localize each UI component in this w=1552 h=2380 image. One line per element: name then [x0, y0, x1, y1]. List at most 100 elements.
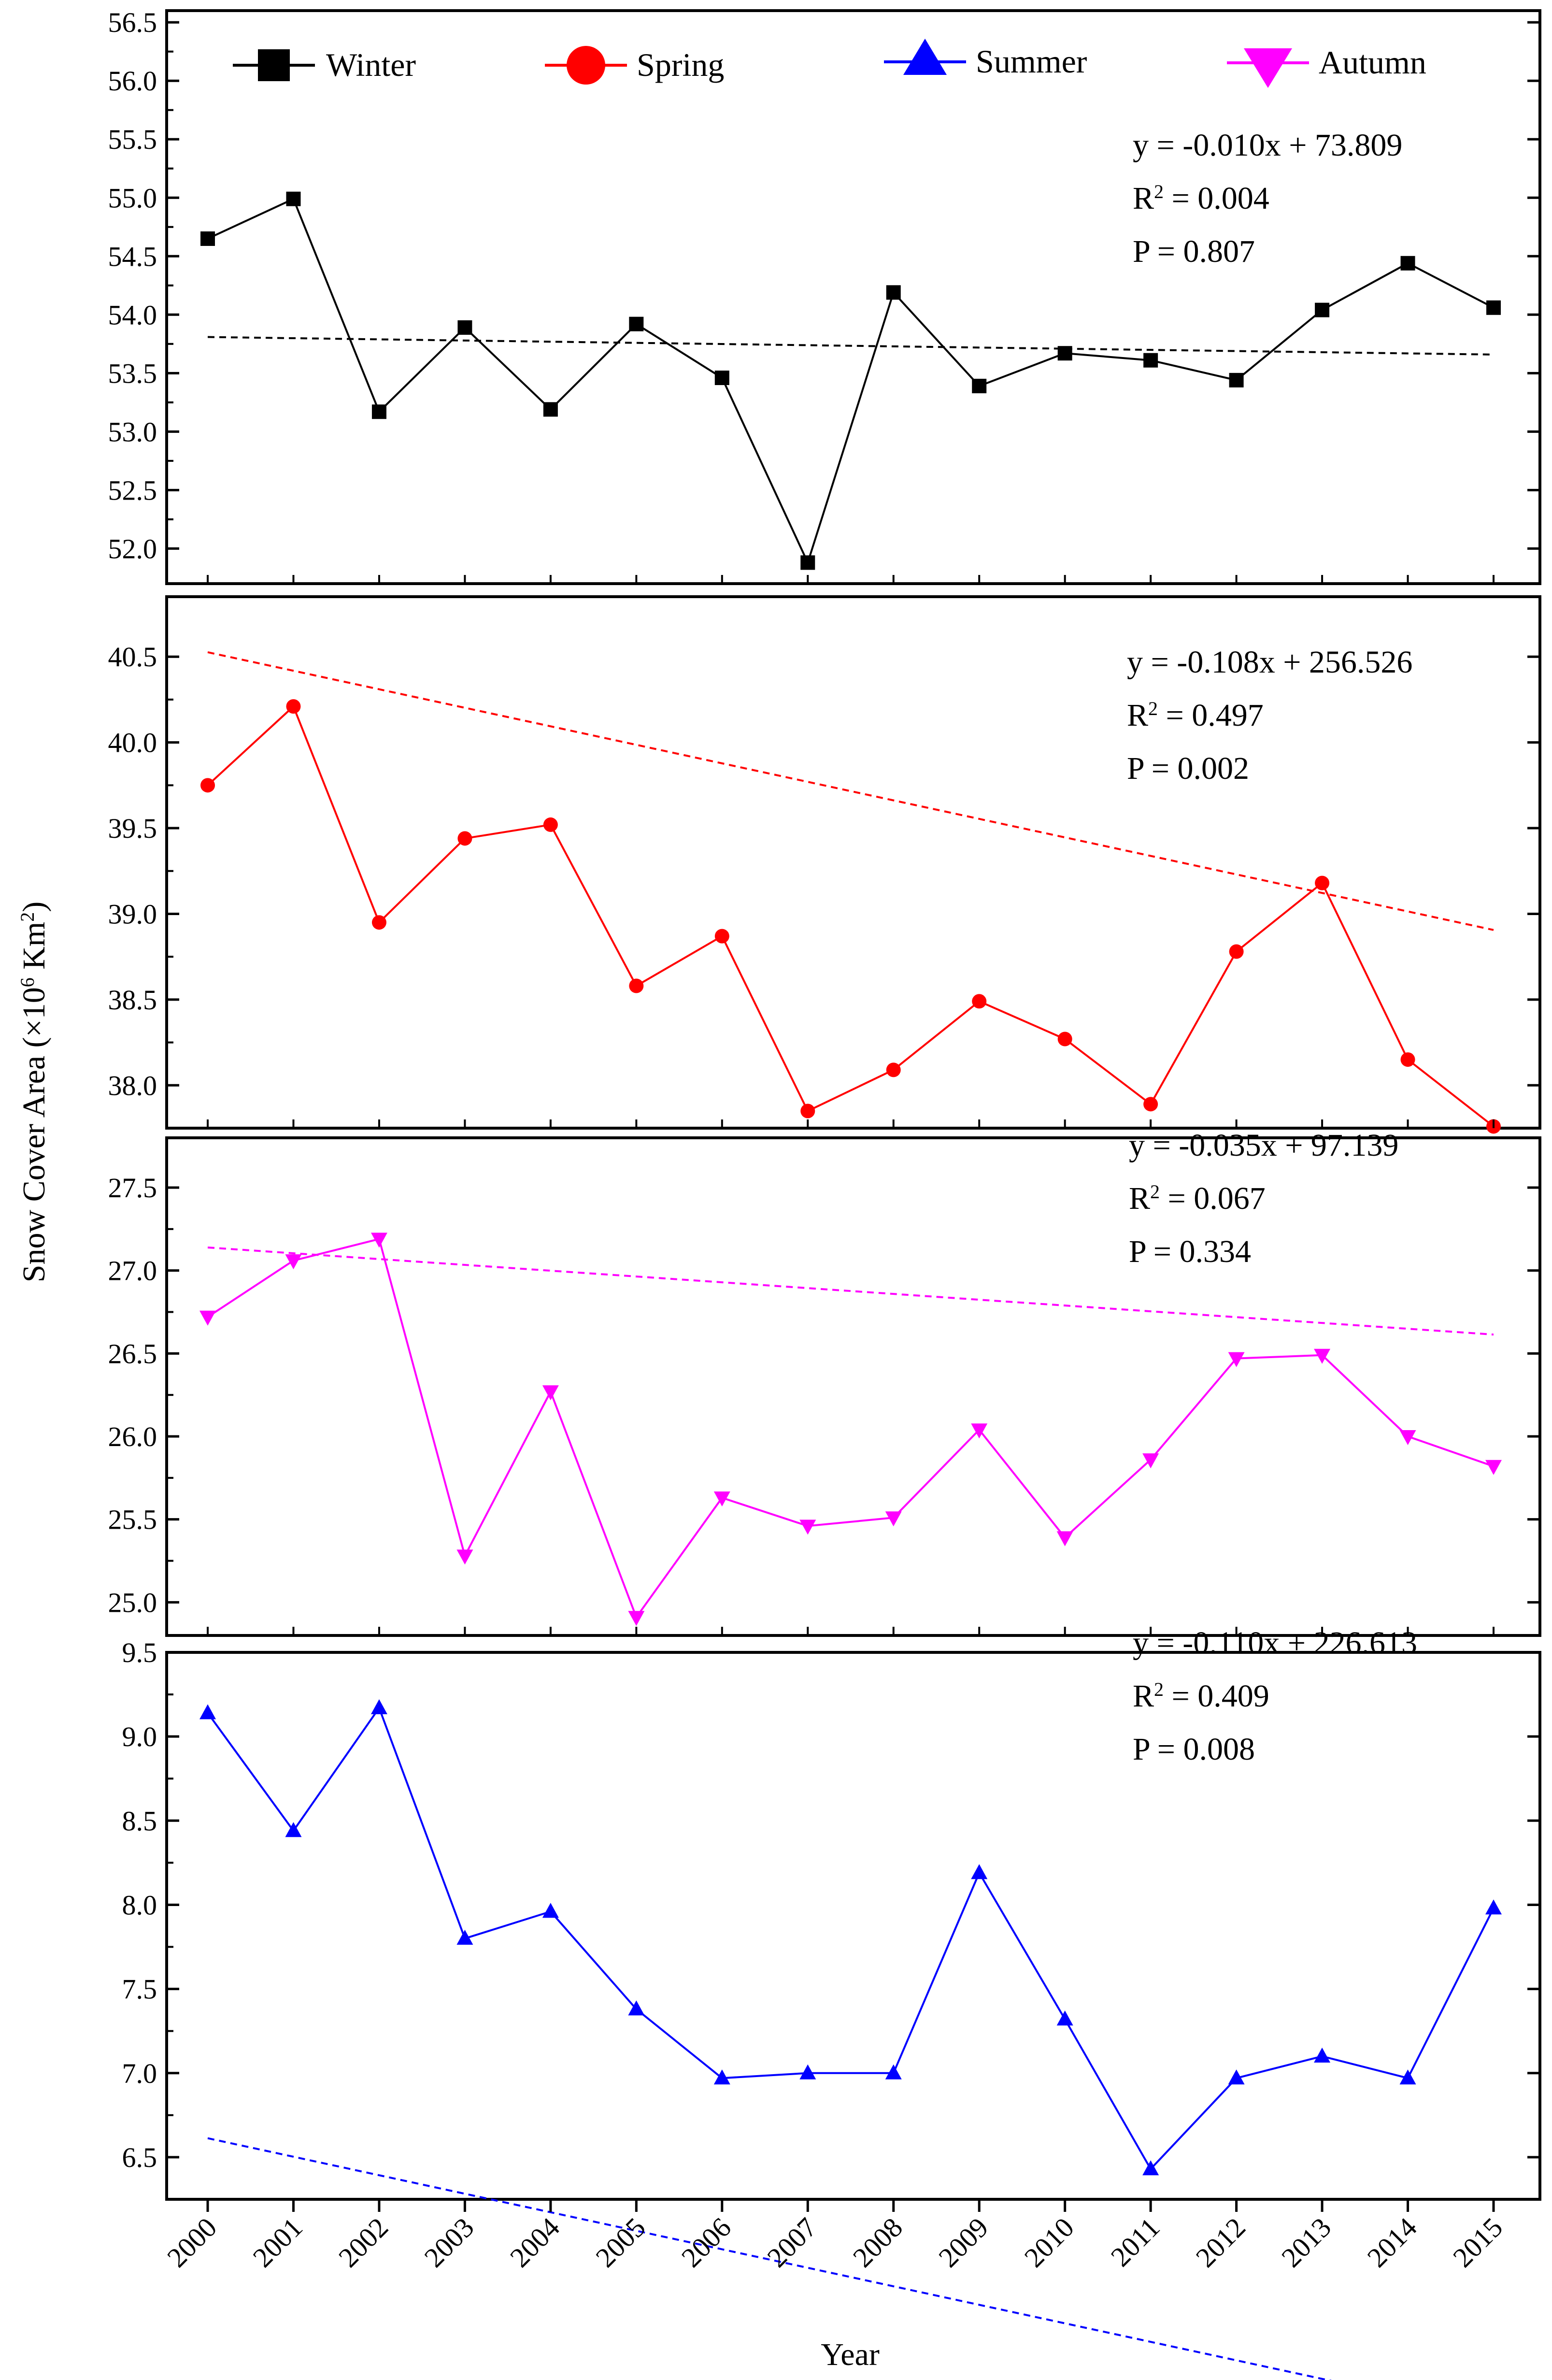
point-autumn-2000: [199, 1310, 216, 1326]
point-autumn-2012: [1228, 1352, 1245, 1367]
x-tick-label-2011: 2011: [1105, 2211, 1166, 2272]
point-winter-2003: [457, 320, 472, 335]
r-squared-summer: R2 = 0.409: [1133, 1678, 1269, 1714]
point-autumn-2008: [885, 1511, 902, 1527]
point-winter-2014: [1400, 256, 1415, 271]
panel-autumn: 25.0 25.5 26.0 26.5 27.0 27.5: [108, 1136, 1541, 1637]
point-summer-2014: [1399, 2069, 1416, 2085]
series-line-winter: [207, 197, 1494, 565]
panel-frame-spring: [165, 595, 1541, 1130]
y-tick-label-winter-3: 53.5: [108, 358, 157, 389]
equation-spring: y = -0.108x + 256.526 R2 = 0.497 P = 0.0…: [1127, 645, 1412, 786]
panel-frame-winter: [165, 9, 1541, 585]
point-spring-2013: [1315, 875, 1330, 890]
y-tick-label-winter-6: 55.0: [108, 182, 157, 214]
point-winter-2008: [886, 285, 901, 300]
point-winter-2013: [1315, 302, 1330, 317]
x-tick-label-2008: 2008: [847, 2211, 909, 2273]
x-tick-label-2003: 2003: [418, 2211, 480, 2273]
point-spring-2003: [457, 831, 472, 846]
point-summer-2012: [1228, 2069, 1245, 2085]
legend-entry-autumn: Autumn: [1227, 44, 1426, 88]
r-squared-sup-summer: 2: [1154, 1678, 1164, 1700]
x-tick-label-2005: 2005: [590, 2211, 652, 2273]
equation-line-autumn: y = -0.035x + 97.139: [1129, 1128, 1398, 1163]
point-spring-2001: [286, 699, 301, 714]
legend-label-spring: Spring: [637, 46, 724, 83]
panel-frame-summer: [165, 1651, 1541, 2201]
x-tick-label-2012: 2012: [1190, 2211, 1252, 2273]
y-tick-label-winter-0: 52.0: [108, 533, 157, 564]
point-winter-2006: [714, 371, 729, 386]
series-line-autumn: [207, 1238, 1494, 1620]
trend-line-autumn: [207, 1246, 1494, 1336]
point-winter-2009: [972, 378, 987, 393]
y-tick-label-summer-5: 9.0: [122, 1721, 157, 1752]
y-axis-title-unit-sup: 2: [16, 912, 38, 922]
y-tick-label-spring-5: 40.5: [108, 641, 157, 673]
point-winter-2004: [543, 402, 558, 417]
point-autumn-2010: [1056, 1531, 1073, 1547]
point-autumn-2002: [370, 1233, 387, 1248]
r-squared-sup-winter: 2: [1154, 181, 1164, 202]
point-autumn-2005: [628, 1611, 645, 1626]
y-tick-label-autumn-3: 26.5: [108, 1338, 157, 1369]
x-tick-label-2000: 2000: [161, 2211, 223, 2273]
point-autumn-2015: [1485, 1460, 1502, 1475]
point-spring-2004: [543, 817, 558, 832]
y-tick-label-winter-7: 55.5: [108, 124, 157, 155]
point-summer-2009: [971, 1864, 988, 1879]
point-summer-2008: [885, 2064, 902, 2079]
point-summer-2007: [799, 2064, 816, 2079]
y-tick-label-summer-3: 8.0: [122, 1889, 157, 1921]
equation-line-summer: y = -0.110x + 226.613: [1133, 1625, 1417, 1661]
point-summer-2003: [456, 1930, 473, 1945]
y-tick-label-spring-1: 38.5: [108, 984, 157, 1016]
r-squared-prefix-spring: R: [1127, 698, 1148, 733]
legend-entry-spring: Spring: [545, 46, 724, 85]
equation-line-winter: y = -0.010x + 73.809: [1133, 128, 1402, 163]
y-tick-label-autumn-5: 27.5: [108, 1172, 157, 1204]
x-tick-label-2014: 2014: [1361, 2211, 1423, 2273]
point-autumn-2009: [971, 1423, 988, 1439]
y-tick-label-spring-4: 40.0: [108, 727, 157, 759]
r-squared-value-autumn: = 0.067: [1160, 1181, 1266, 1216]
legend-marker-spring: [567, 46, 605, 85]
p-value-autumn: P = 0.334: [1129, 1234, 1251, 1269]
point-autumn-2001: [285, 1254, 302, 1270]
point-spring-2008: [886, 1062, 901, 1077]
legend-entry-summer: Summer: [884, 39, 1087, 80]
y-tick-label-summer-2: 7.5: [122, 1974, 157, 2005]
legend-marker-summer: [903, 39, 947, 75]
r-squared-value-spring: = 0.497: [1158, 698, 1264, 733]
equation-autumn: y = -0.035x + 97.139 R2 = 0.067 P = 0.33…: [1129, 1128, 1398, 1269]
point-winter-2012: [1229, 373, 1244, 387]
y-tick-label-winter-5: 54.5: [108, 241, 157, 272]
y-tick-label-summer-6: 9.5: [122, 1637, 157, 1668]
trend-line-summer: [207, 2137, 1332, 2380]
series-line-spring: [207, 704, 1495, 1128]
point-summer-2001: [285, 1822, 302, 1837]
r-squared-autumn: R2 = 0.067: [1129, 1181, 1266, 1217]
y-axis-title-close: ): [16, 902, 52, 912]
y-tick-label-spring-3: 39.5: [108, 813, 157, 844]
legend-marker-autumn: [1244, 48, 1292, 88]
trend-line-spring: [207, 651, 1494, 931]
point-winter-2015: [1486, 300, 1501, 315]
y-tick-label-summer-1: 7.0: [122, 2058, 157, 2089]
point-spring-2012: [1229, 944, 1244, 959]
equation-summer: y = -0.110x + 226.613 R2 = 0.409 P = 0.0…: [1133, 1625, 1417, 1767]
y-tick-label-summer-0: 6.5: [122, 2142, 157, 2173]
legend-label-winter: Winter: [326, 46, 416, 83]
legend: Winter Spring Summer Autumn: [233, 39, 1426, 88]
panel-winter: 52.0 52.5 53.0 53.5 54.0 54.5 55.0 55.5 56.0 56.5: [108, 7, 1541, 585]
r-squared-prefix-autumn: R: [1129, 1181, 1150, 1216]
point-spring-2000: [200, 778, 215, 793]
y-tick-label-winter-4: 54.0: [108, 299, 157, 330]
panel-frame-autumn: [165, 1136, 1541, 1637]
x-tick-label-2001: 2001: [247, 2211, 309, 2273]
x-tick-label-2010: 2010: [1018, 2211, 1080, 2273]
y-tick-label-summer-4: 8.5: [122, 1805, 157, 1836]
equation-winter: y = -0.010x + 73.809 R2 = 0.004 P = 0.80…: [1133, 128, 1402, 269]
